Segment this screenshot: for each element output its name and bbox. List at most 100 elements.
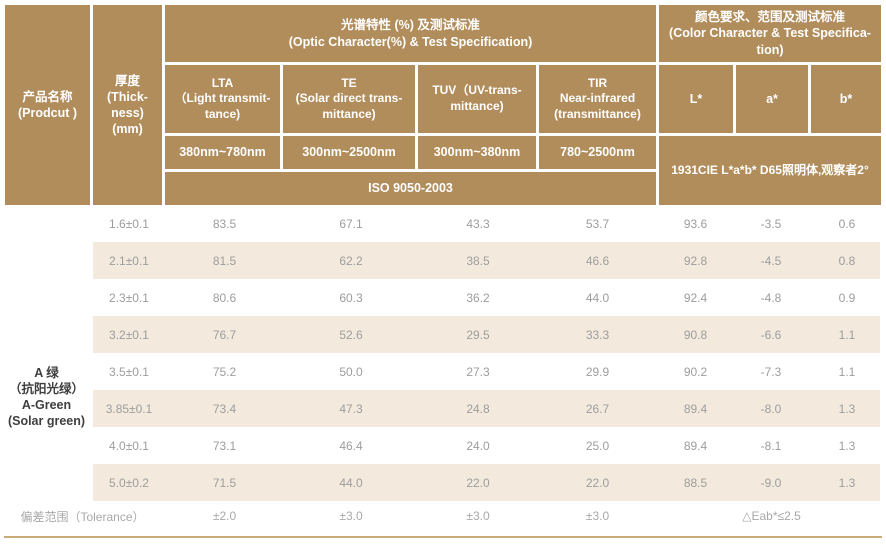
table-row: 3.2±0.1 76.7 52.6 29.5 33.3 90.8 -6.6 1.… <box>0 316 886 353</box>
cell-b: 1.3 <box>838 438 856 453</box>
cell-lta: 76.7 <box>212 327 237 342</box>
cell-lta: 71.5 <box>212 475 237 490</box>
col-header-lta: LTA （Light transmit- tance) <box>165 65 280 133</box>
cell-lta: 75.2 <box>212 364 237 379</box>
cell-te: 52.6 <box>339 327 363 342</box>
table-row: 2.1±0.1 81.5 62.2 38.5 46.6 92.8 -4.5 0.… <box>0 242 886 279</box>
tolerance-tuv: ±3.0 <box>466 509 490 523</box>
cell-thickness: 3.5±0.1 <box>109 364 149 379</box>
cell-l: 90.8 <box>683 327 708 342</box>
cell-a: -4.5 <box>760 253 782 268</box>
cell-thickness: 4.0±0.1 <box>109 438 149 453</box>
cell-b: 0.6 <box>838 216 856 231</box>
cell-thickness: 2.3±0.1 <box>109 290 149 305</box>
cell-l: 88.5 <box>683 475 708 490</box>
cell-thickness: 3.85±0.1 <box>105 401 153 416</box>
cell-a: -3.5 <box>760 216 782 231</box>
cell-lta: 80.6 <box>212 290 237 305</box>
col-header-product: 产品名称 (Prodcut ) <box>5 5 90 205</box>
tolerance-eab: △Eab*≤2.5 <box>742 509 801 523</box>
cell-b: 1.1 <box>838 364 856 379</box>
cell-te: 50.0 <box>339 364 363 379</box>
col-header-a-star: a* <box>736 65 808 133</box>
cell-l: 93.6 <box>683 216 708 231</box>
cell-te: 44.0 <box>339 475 363 490</box>
range-tir: 780~2500nm <box>539 136 656 169</box>
group-header-optic: 光谱特性 (%) 及测试标准 (Optic Character(%) & Tes… <box>165 5 656 62</box>
product-name: A 绿 （抗阳光绿） A-Green (Solar green) <box>7 366 86 428</box>
cell-thickness: 1.6±0.1 <box>109 216 149 231</box>
cell-a: -7.3 <box>760 364 782 379</box>
cell-tuv: 22.0 <box>466 475 490 490</box>
table-row: 2.3±0.1 80.6 60.3 36.2 44.0 92.4 -4.8 0.… <box>0 279 886 316</box>
cell-l: 89.4 <box>683 438 708 453</box>
cell-tuv: 24.0 <box>466 438 490 453</box>
cell-tir: 25.0 <box>585 438 610 453</box>
cell-tir: 44.0 <box>585 290 610 305</box>
table-row: 3.5±0.1 75.2 50.0 27.3 29.9 90.2 -7.3 1.… <box>0 353 886 390</box>
cell-tir: 29.9 <box>585 364 610 379</box>
cell-tir: 33.3 <box>585 327 610 342</box>
cell-te: 47.3 <box>339 401 363 416</box>
col-header-te: TE (Solar direct trans- mittance) <box>283 65 415 133</box>
cell-b: 1.3 <box>838 401 856 416</box>
cell-lta: 73.4 <box>212 401 237 416</box>
cell-b: 0.9 <box>838 290 856 305</box>
range-lta: 380nm~780nm <box>165 136 280 169</box>
col-header-thickness: 厚度 (Thick- ness) (mm) <box>93 5 162 205</box>
col-header-l-star: L* <box>659 65 733 133</box>
cell-b: 1.3 <box>838 475 856 490</box>
cell-a: -6.6 <box>760 327 782 342</box>
tolerance-te: ±3.0 <box>339 509 363 523</box>
cell-l: 92.4 <box>683 290 708 305</box>
table-row: 3.85±0.1 73.4 47.3 24.8 26.7 89.4 -8.0 1… <box>0 390 886 427</box>
cell-tir: 53.7 <box>585 216 610 231</box>
cell-l: 92.8 <box>683 253 708 268</box>
cell-tuv: 38.5 <box>466 253 490 268</box>
cell-te: 67.1 <box>339 216 363 231</box>
table-row: 4.0±0.1 73.1 46.4 24.0 25.0 89.4 -8.1 1.… <box>0 427 886 464</box>
cell-lta: 73.1 <box>212 438 237 453</box>
cell-te: 62.2 <box>339 253 363 268</box>
cell-a: -8.1 <box>760 438 782 453</box>
table-row: 1.6±0.1 83.5 67.1 43.3 53.7 93.6 -3.5 0.… <box>0 205 886 242</box>
cell-a: -9.0 <box>760 475 782 490</box>
bottom-border <box>4 536 882 538</box>
col-header-tuv: TUV（UV-trans- mittance) <box>418 65 536 133</box>
iso-standard: ISO 9050-2003 <box>165 172 656 205</box>
table-body: 1.6±0.1 83.5 67.1 43.3 53.7 93.6 -3.5 0.… <box>0 205 886 546</box>
cell-a: -4.8 <box>760 290 782 305</box>
cell-tir: 22.0 <box>585 475 610 490</box>
table-row: 5.0±0.2 71.5 44.0 22.0 22.0 88.5 -9.0 1.… <box>0 464 886 501</box>
tolerance-lta: ±2.0 <box>212 509 237 523</box>
cell-lta: 81.5 <box>212 253 237 268</box>
cell-l: 90.2 <box>683 364 708 379</box>
cell-tuv: 29.5 <box>466 327 490 342</box>
range-tuv: 300nm~380nm <box>418 136 536 169</box>
cell-tuv: 27.3 <box>466 364 490 379</box>
range-te: 300nm~2500nm <box>283 136 415 169</box>
cell-lta: 83.5 <box>212 216 237 231</box>
cell-te: 46.4 <box>339 438 363 453</box>
cell-tuv: 36.2 <box>466 290 490 305</box>
cell-tir: 46.6 <box>585 253 610 268</box>
group-header-color: 颜色要求、范围及测试标准 (Color Character & Test Spe… <box>659 5 881 62</box>
cell-a: -8.0 <box>760 401 782 416</box>
cell-tir: 26.7 <box>585 401 610 416</box>
cell-b: 0.8 <box>838 253 856 268</box>
col-header-b-star: b* <box>811 65 881 133</box>
cell-l: 89.4 <box>683 401 708 416</box>
cell-tuv: 24.8 <box>466 401 490 416</box>
cell-b: 1.1 <box>838 327 856 342</box>
col-header-tir: TIR Near-infrared (transmittance) <box>539 65 656 133</box>
cell-thickness: 5.0±0.2 <box>109 475 149 490</box>
tolerance-row: 偏差范围（Tolerance） ±2.0 ±3.0 ±3.0 ±3.0 △Eab… <box>0 501 886 531</box>
tolerance-tir: ±3.0 <box>585 509 610 523</box>
cell-te: 60.3 <box>339 290 363 305</box>
table-header: 产品名称 (Prodcut ) 厚度 (Thick- ness) (mm) 光谱… <box>5 5 881 205</box>
cell-tuv: 43.3 <box>466 216 490 231</box>
cie-standard: 1931CIE L*a*b* D65照明体,观察者2° <box>659 136 881 205</box>
cell-thickness: 2.1±0.1 <box>109 253 149 268</box>
tolerance-label: 偏差范围（Tolerance） <box>20 509 145 524</box>
